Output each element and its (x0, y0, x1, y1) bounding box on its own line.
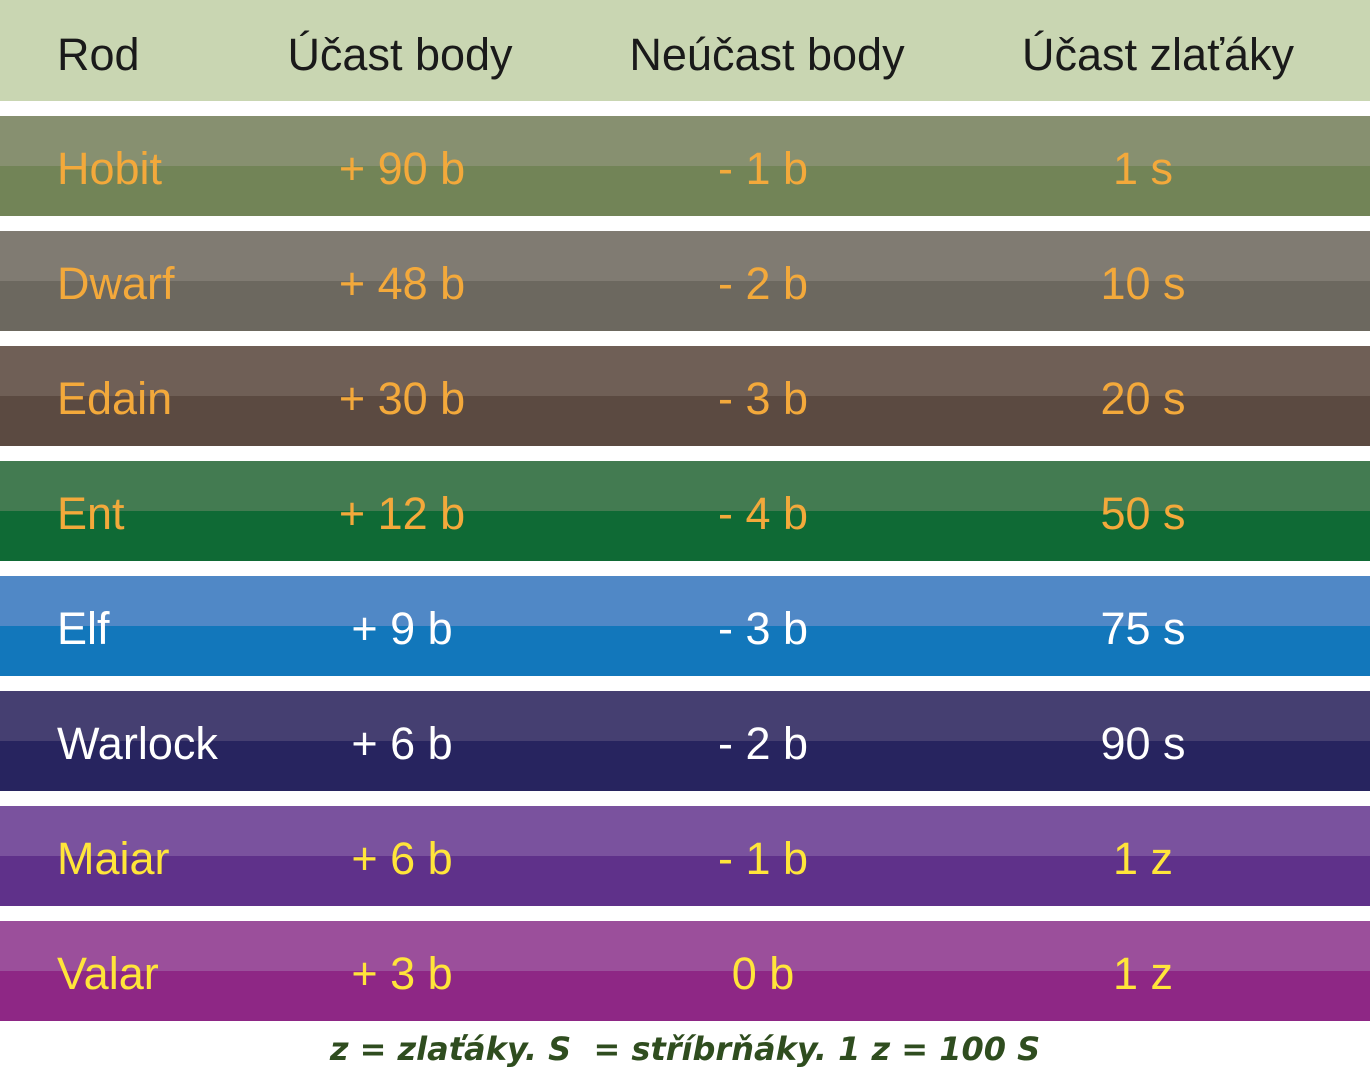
table-cell: 75 s (1100, 603, 1186, 654)
table-cell: - 2 b (717, 718, 809, 769)
table-cell: - 3 b (717, 373, 809, 424)
table-cell: Warlock (57, 718, 218, 769)
table-cell: Ent (57, 488, 125, 539)
table-cell: Elf (57, 603, 110, 654)
table-cell: + 6 b (351, 718, 453, 769)
table-row: Hobit + 90 b - 1 b 1 s (0, 116, 1370, 216)
table-cell: + 3 b (351, 948, 453, 999)
header-row: Rod Účast body Neúčast body Účast zlaťáky (0, 0, 1370, 101)
header-cell: Účast zlaťáky (1022, 29, 1294, 80)
table-cell: + 30 b (338, 373, 466, 424)
table-row: Maiar + 6 b - 1 b 1 z (0, 806, 1370, 906)
table-cell: Hobit (57, 143, 163, 194)
table-cell: - 1 b (717, 143, 809, 194)
footer-note: z = zlaťáky. S = stříbrňáky. 1 z = 100 S (329, 1030, 1041, 1068)
table-cell: 10 s (1100, 258, 1186, 309)
header-cell: Účast body (287, 29, 513, 80)
table-cell: + 48 b (338, 258, 466, 309)
header-cell: Rod (57, 29, 140, 80)
table-cell: 50 s (1100, 488, 1186, 539)
table-row: Edain + 30 b - 3 b 20 s (0, 346, 1370, 446)
table-cell: 1 z (1112, 833, 1174, 884)
table-row: Dwarf + 48 b - 2 b 10 s (0, 231, 1370, 331)
table-cell: + 12 b (338, 488, 466, 539)
table-cell: + 90 b (338, 143, 466, 194)
table-cell: 90 s (1100, 718, 1186, 769)
table-row: Valar + 3 b 0 b 1 z (0, 921, 1370, 1021)
table-cell: - 3 b (717, 603, 809, 654)
table-cell: Edain (57, 373, 173, 424)
table-cell: + 9 b (351, 603, 453, 654)
table-cell: 20 s (1100, 373, 1186, 424)
table-cell: 1 s (1112, 143, 1174, 194)
table-row: Ent + 12 b - 4 b 50 s (0, 461, 1370, 561)
table-row: Warlock + 6 b - 2 b 90 s (0, 691, 1370, 791)
table-cell: 1 z (1112, 948, 1174, 999)
table-cell: - 4 b (717, 488, 809, 539)
table-cell: Maiar (57, 833, 170, 884)
table-row: Elf + 9 b - 3 b 75 s (0, 576, 1370, 676)
table-cell: + 6 b (351, 833, 453, 884)
table-cell: Valar (57, 948, 159, 999)
table-cell: 0 b (731, 948, 795, 999)
table-cell: - 1 b (717, 833, 809, 884)
table-cell: - 2 b (717, 258, 809, 309)
header-cell: Neúčast body (629, 29, 905, 80)
table-cell: Dwarf (57, 258, 175, 309)
